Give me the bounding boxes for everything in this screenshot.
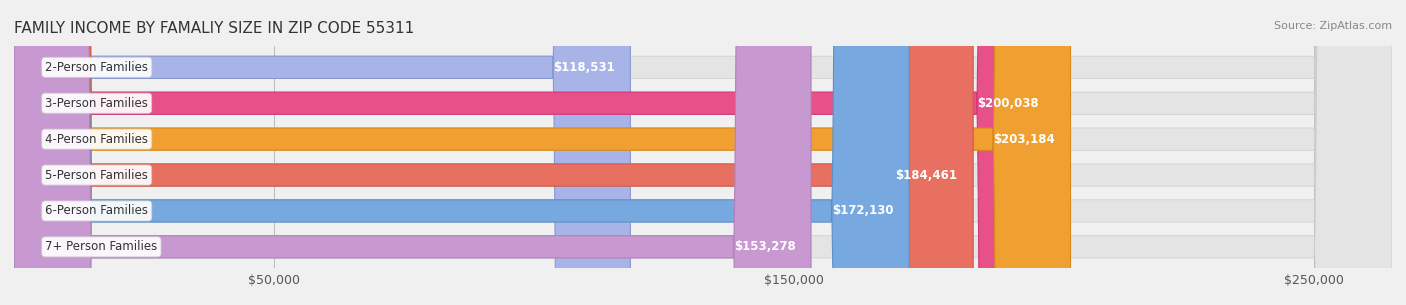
Text: $118,531: $118,531 <box>553 61 614 74</box>
FancyBboxPatch shape <box>14 0 973 305</box>
FancyBboxPatch shape <box>14 0 1392 305</box>
FancyBboxPatch shape <box>14 0 1054 305</box>
Text: 7+ Person Families: 7+ Person Families <box>45 240 157 253</box>
FancyBboxPatch shape <box>14 0 1392 305</box>
Text: 5-Person Families: 5-Person Families <box>45 169 148 181</box>
Text: $203,184: $203,184 <box>993 133 1054 145</box>
Text: $200,038: $200,038 <box>977 97 1039 110</box>
Text: $172,130: $172,130 <box>832 204 893 217</box>
FancyBboxPatch shape <box>14 0 1392 305</box>
Text: 6-Person Families: 6-Person Families <box>45 204 148 217</box>
FancyBboxPatch shape <box>14 0 1392 305</box>
FancyBboxPatch shape <box>14 0 1070 305</box>
Text: 4-Person Families: 4-Person Families <box>45 133 148 145</box>
Text: 3-Person Families: 3-Person Families <box>45 97 148 110</box>
Text: FAMILY INCOME BY FAMALIY SIZE IN ZIP CODE 55311: FAMILY INCOME BY FAMALIY SIZE IN ZIP COD… <box>14 21 415 36</box>
Text: 2-Person Families: 2-Person Families <box>45 61 148 74</box>
FancyBboxPatch shape <box>14 0 910 305</box>
FancyBboxPatch shape <box>14 0 630 305</box>
FancyBboxPatch shape <box>14 0 1392 305</box>
Text: $153,278: $153,278 <box>734 240 796 253</box>
Text: $184,461: $184,461 <box>896 169 957 181</box>
Text: Source: ZipAtlas.com: Source: ZipAtlas.com <box>1274 21 1392 31</box>
FancyBboxPatch shape <box>14 0 811 305</box>
FancyBboxPatch shape <box>14 0 1392 305</box>
